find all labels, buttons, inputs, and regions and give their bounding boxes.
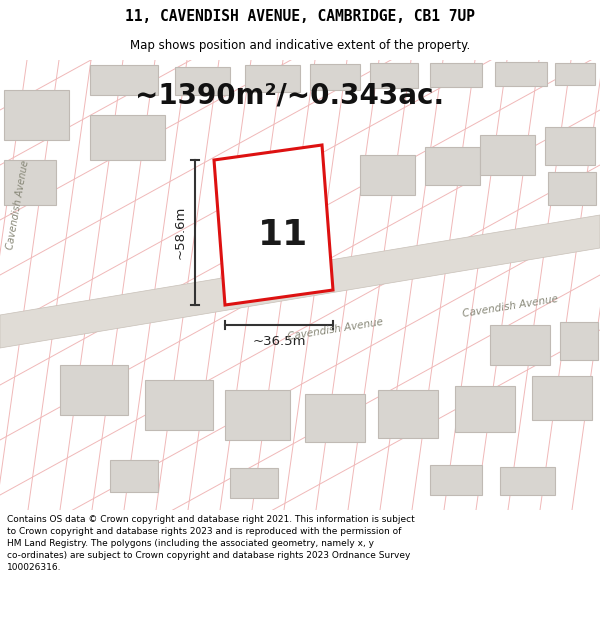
- Bar: [90, 65, 158, 95]
- Bar: [455, 386, 515, 432]
- Bar: [310, 64, 360, 90]
- Bar: [145, 380, 213, 430]
- Text: Contains OS data © Crown copyright and database right 2021. This information is : Contains OS data © Crown copyright and d…: [7, 514, 415, 572]
- Bar: [560, 322, 598, 360]
- Bar: [532, 376, 592, 420]
- Text: Cavendish Avenue: Cavendish Avenue: [5, 159, 31, 251]
- Bar: [430, 465, 482, 495]
- Text: ~1390m²/~0.343ac.: ~1390m²/~0.343ac.: [136, 81, 445, 109]
- Bar: [548, 172, 596, 205]
- Bar: [245, 175, 315, 225]
- Bar: [425, 147, 480, 185]
- Bar: [360, 155, 415, 195]
- Text: 11, CAVENDISH AVENUE, CAMBRIDGE, CB1 7UP: 11, CAVENDISH AVENUE, CAMBRIDGE, CB1 7UP: [125, 9, 475, 24]
- Bar: [430, 63, 482, 87]
- Bar: [378, 390, 438, 438]
- Bar: [370, 63, 418, 88]
- Bar: [555, 63, 595, 85]
- Bar: [545, 127, 595, 165]
- Bar: [495, 62, 547, 86]
- Bar: [175, 67, 230, 95]
- Bar: [110, 460, 158, 492]
- Bar: [60, 365, 128, 415]
- Bar: [225, 390, 290, 440]
- Bar: [500, 467, 555, 495]
- Bar: [245, 65, 300, 92]
- Text: 11: 11: [259, 218, 308, 252]
- Bar: [4, 160, 56, 205]
- Text: ~36.5m: ~36.5m: [252, 335, 306, 348]
- Polygon shape: [214, 145, 333, 305]
- Bar: [490, 325, 550, 365]
- Polygon shape: [0, 215, 600, 348]
- Text: Cavendish Avenue: Cavendish Avenue: [461, 294, 559, 319]
- Bar: [4, 90, 69, 140]
- Bar: [305, 394, 365, 442]
- Bar: [480, 135, 535, 175]
- Text: Map shows position and indicative extent of the property.: Map shows position and indicative extent…: [130, 39, 470, 51]
- Bar: [230, 468, 278, 498]
- Bar: [90, 115, 165, 160]
- Text: ~58.6m: ~58.6m: [174, 206, 187, 259]
- Text: Cavendish Avenue: Cavendish Avenue: [286, 316, 383, 341]
